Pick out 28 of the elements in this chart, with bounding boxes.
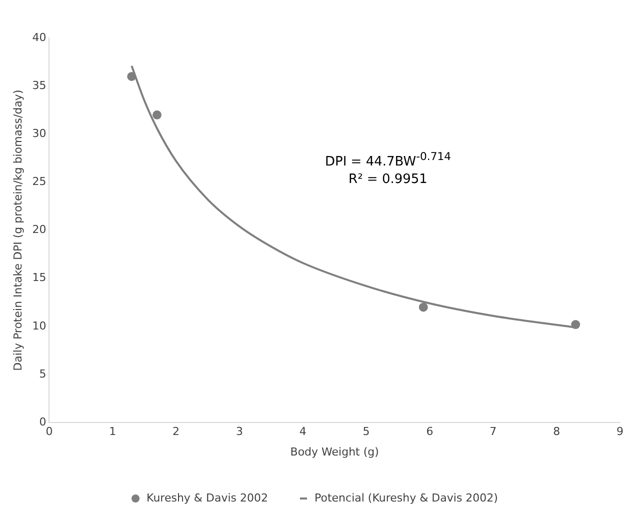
y-tick-label: 5 xyxy=(39,367,46,380)
point xyxy=(127,72,136,81)
legend-label: Potencial (Kureshy & Davis 2002) xyxy=(314,491,498,504)
point xyxy=(418,302,428,312)
x-tick-label: 9 xyxy=(616,425,624,438)
annotation: DPI = 44.7BW$^{-0.714}$ xyxy=(324,149,452,172)
x-tick-label: 1 xyxy=(109,425,116,438)
x-axis-title: Body Weight (g) xyxy=(290,445,379,458)
y-tick-label: 35 xyxy=(32,78,46,92)
legend-label: Kureshy & Davis 2002 xyxy=(146,491,268,504)
y-tick-label: 20 xyxy=(32,223,46,236)
annotation: R² = 0.9951 xyxy=(348,171,428,190)
y-tick-label: 30 xyxy=(32,127,46,140)
x-tick-label: 3 xyxy=(236,425,243,438)
y-tick-label: 25 xyxy=(32,175,46,188)
x-tick-label: 5 xyxy=(362,425,370,438)
x-tick-label: 2 xyxy=(172,425,180,438)
x-tick-label: 8 xyxy=(553,425,560,438)
x-tick-label: 6 xyxy=(426,425,434,438)
y-tick-label: 0 xyxy=(39,415,46,428)
x-tick-label: 4 xyxy=(299,425,306,438)
x-tick-label: 7 xyxy=(490,425,497,438)
y-axis-title: Daily Protein Intake DPI (g protein/kg biomass/day) xyxy=(11,90,24,371)
point xyxy=(571,320,580,330)
point xyxy=(152,110,162,120)
y-tick-label: 10 xyxy=(32,319,46,332)
y-tick-label: 40 xyxy=(32,30,46,44)
y-tick-label: 15 xyxy=(32,271,46,284)
